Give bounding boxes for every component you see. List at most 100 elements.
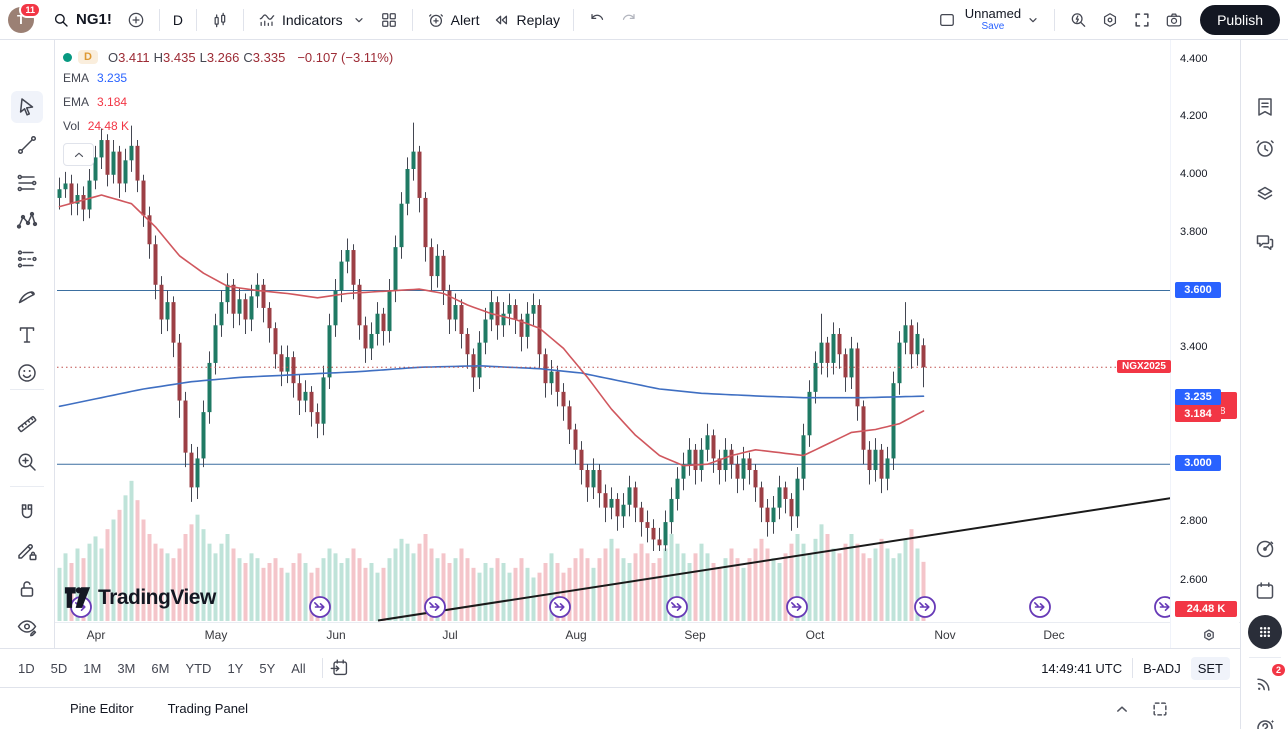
ohlc-item: L3.266 xyxy=(199,49,240,65)
xabcd-icon xyxy=(15,209,39,233)
help-button[interactable] xyxy=(1251,714,1279,729)
time-scale[interactable]: Apr May Jun Jul Aug Sep Oct Nov Dec xyxy=(55,622,1240,648)
layout-panel-button[interactable] xyxy=(931,6,963,34)
fullscreen-button[interactable] xyxy=(1126,6,1158,34)
expand-panel-chevron-icon[interactable] xyxy=(1112,699,1132,719)
alarm-icon xyxy=(1253,136,1277,160)
eyeedit-icon xyxy=(15,615,39,639)
projection-tool[interactable] xyxy=(11,243,43,275)
search-icon xyxy=(52,11,70,29)
range-button-1m[interactable]: 1M xyxy=(83,660,102,676)
indicator-label: EMA xyxy=(63,95,90,109)
pine-editor-tab[interactable]: Pine Editor xyxy=(70,701,134,716)
range-button-1y[interactable]: 1Y xyxy=(227,660,244,676)
ohlc-item: C3.335 xyxy=(243,49,286,65)
object-tree-button[interactable] xyxy=(1251,180,1279,208)
adjustment-toggle[interactable]: B-ADJ xyxy=(1143,660,1181,676)
symbol-search-button[interactable]: NG1! xyxy=(44,7,120,33)
chart-style-button[interactable] xyxy=(204,6,236,34)
gear-icon xyxy=(1100,10,1120,30)
change-value: −0.107 (−3.11%) xyxy=(297,49,394,65)
watchlist-button[interactable] xyxy=(1251,93,1279,121)
cursor-tool[interactable] xyxy=(11,91,43,123)
price-tick-label: 3.400 xyxy=(1180,341,1208,353)
tradingview-logo-icon xyxy=(64,587,91,608)
trend-line-tool[interactable] xyxy=(11,129,43,161)
symbol-name: NG1! xyxy=(76,11,112,28)
drawing-toolbar xyxy=(0,40,55,684)
alert-button[interactable]: Alert xyxy=(420,6,486,34)
publish-button[interactable]: Publish xyxy=(1200,4,1280,35)
range-button-5y[interactable]: 5Y xyxy=(259,660,276,676)
pattern-tool[interactable] xyxy=(11,205,43,237)
maximize-panel-icon[interactable] xyxy=(1150,699,1170,719)
price-level-badge: 3.235 xyxy=(1175,389,1221,405)
price-tick-label: 4.200 xyxy=(1180,110,1208,122)
brush-tool[interactable] xyxy=(11,281,43,313)
camera-icon xyxy=(1164,10,1184,30)
price-scale[interactable]: 3.335 06:20:18 4.4004.2004.0003.8003.400… xyxy=(1170,40,1239,648)
indicators-button[interactable]: Indicators xyxy=(251,6,349,34)
lock-drawings-button[interactable] xyxy=(11,573,43,605)
range-button-ytd[interactable]: YTD xyxy=(185,660,212,676)
replay-button[interactable]: Replay xyxy=(485,6,566,34)
alerts-button[interactable] xyxy=(1251,134,1279,162)
apps-button[interactable] xyxy=(1248,615,1282,649)
user-avatar[interactable]: T 11 xyxy=(8,1,41,33)
text-tool[interactable] xyxy=(11,319,43,351)
calendar-button[interactable] xyxy=(1251,577,1279,605)
price-tick-label: 4.000 xyxy=(1180,168,1208,180)
indicator-legend-row[interactable]: Vol 24.48 K xyxy=(63,114,393,138)
screener-button[interactable] xyxy=(1251,535,1279,563)
settings-button[interactable] xyxy=(1094,6,1126,34)
undo-button[interactable] xyxy=(581,6,613,34)
toolbar-separator xyxy=(573,8,575,31)
zoom-in-tool[interactable] xyxy=(11,446,43,478)
range-button-5d[interactable]: 5D xyxy=(50,660,68,676)
indicator-value: 24.48 K xyxy=(87,119,130,133)
collapse-legend-button[interactable] xyxy=(63,143,94,166)
range-button-all[interactable]: All xyxy=(291,660,306,676)
trading-panel-tab[interactable]: Trading Panel xyxy=(167,701,249,716)
grid-layout-button[interactable] xyxy=(373,6,405,34)
magnet-icon xyxy=(15,501,39,525)
session-toggle[interactable]: SET xyxy=(1190,656,1230,680)
magnet-mode-button[interactable] xyxy=(11,497,43,529)
range-button-3m[interactable]: 3M xyxy=(117,660,136,676)
symbol-legend-row[interactable]: D O3.411 H3.435 L3.266 C3.335 −0.107 (−3.11… xyxy=(63,48,393,66)
interval-button[interactable]: D xyxy=(167,8,189,32)
chat-icon xyxy=(1253,230,1277,254)
ohlc-values: O3.411 H3.435 L3.266 C3.335 xyxy=(104,50,285,65)
range-button-6m[interactable]: 6M xyxy=(151,660,170,676)
chart-canvas[interactable] xyxy=(57,40,1170,622)
hide-drawings-button[interactable] xyxy=(11,611,43,643)
layout-name-button[interactable]: Unnamed Save xyxy=(965,7,1021,33)
indicator-legend-row[interactable]: EMA 3.184 xyxy=(63,90,393,114)
brush-icon xyxy=(15,285,39,309)
range-button-1d[interactable]: 1D xyxy=(18,660,35,676)
toolbar-divider xyxy=(1249,657,1281,658)
text-icon xyxy=(15,323,39,347)
indicator-templates-button[interactable] xyxy=(349,8,373,32)
add-symbol-button[interactable] xyxy=(120,6,152,34)
fib-retracement-tool[interactable] xyxy=(11,167,43,199)
snapshot-button[interactable] xyxy=(1158,6,1190,34)
redo-button[interactable] xyxy=(613,6,645,34)
go-to-date-icon[interactable] xyxy=(329,657,351,679)
redo-icon xyxy=(619,10,639,30)
month-label: Oct xyxy=(805,628,825,642)
footer-bar: Pine Editor Trading Panel xyxy=(0,687,1240,729)
quick-search-button[interactable] xyxy=(1062,6,1094,34)
indicator-legend-row[interactable]: EMA 3.235 xyxy=(63,66,393,90)
measure-tool[interactable] xyxy=(11,408,43,440)
save-label[interactable]: Save xyxy=(981,20,1005,32)
scale-settings-gear-icon[interactable] xyxy=(1200,626,1218,644)
chat-button[interactable] xyxy=(1251,228,1279,256)
notifications-button[interactable]: 2 xyxy=(1251,664,1285,697)
clock-timezone-button[interactable]: 14:49:41 UTC xyxy=(1041,660,1123,676)
replay-icon xyxy=(491,10,511,30)
drawing-mode-button[interactable] xyxy=(11,535,43,567)
emoji-tool[interactable] xyxy=(11,357,43,389)
layout-menu-button[interactable] xyxy=(1023,8,1047,32)
month-label: May xyxy=(204,628,228,642)
